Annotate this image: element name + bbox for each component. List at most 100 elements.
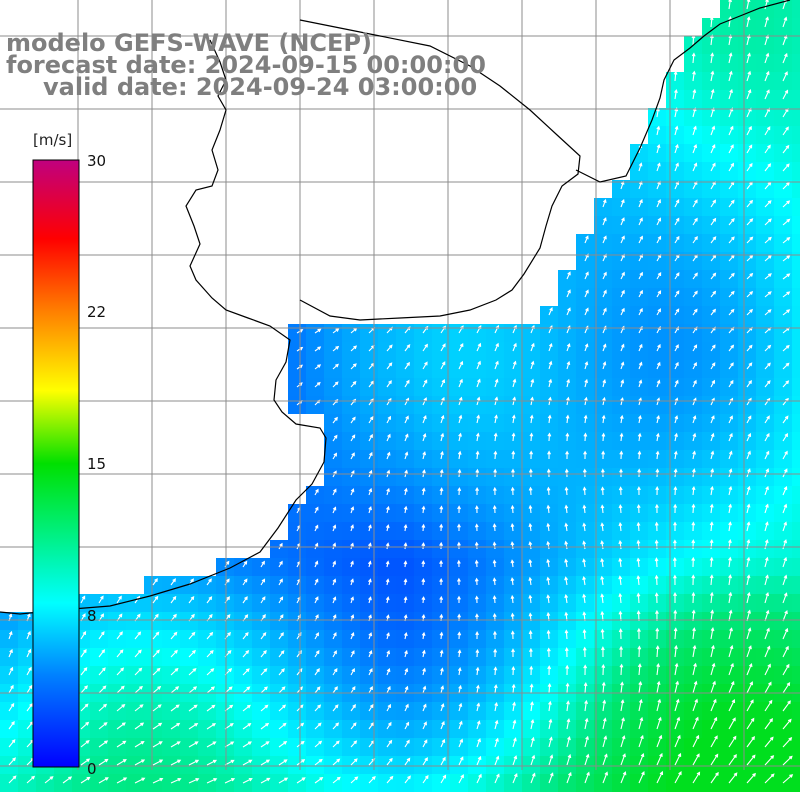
wind-arrow (350, 740, 358, 748)
wind-arrow (764, 521, 769, 532)
wind-arrow (638, 271, 643, 280)
wind-arrow (674, 235, 680, 244)
wind-arrow (619, 663, 624, 676)
wind-arrow (746, 468, 751, 478)
wind-arrow (278, 668, 285, 676)
wind-arrow (386, 344, 393, 352)
wind-arrow (476, 342, 482, 352)
wind-arrow (691, 485, 696, 496)
wind-arrow (458, 414, 463, 424)
wind-arrow (764, 574, 769, 586)
wind-arrow (512, 772, 518, 784)
wind-arrow (602, 198, 607, 208)
wind-arrow (152, 722, 163, 730)
wind-arrow (638, 198, 643, 208)
wind-arrow (188, 668, 197, 676)
wind-arrow (637, 663, 642, 676)
wind-arrow (368, 542, 372, 550)
wind-arrow (782, 485, 788, 496)
wind-arrow (674, 217, 680, 226)
wind-arrow (80, 667, 88, 676)
wind-arrow (583, 664, 588, 676)
wind-arrow (583, 682, 588, 694)
wind-arrow (674, 162, 679, 172)
wind-arrow (476, 755, 482, 766)
wind-arrow (583, 414, 588, 424)
wind-arrow (80, 721, 90, 730)
wind-arrow (188, 649, 196, 658)
wind-arrow (314, 578, 319, 586)
wind-arrow (764, 273, 772, 280)
wind-arrow (584, 307, 589, 316)
wind-arrow (728, 125, 734, 136)
wind-arrow (528, 522, 533, 532)
wind-arrow (710, 379, 715, 388)
wind-arrow (116, 740, 127, 748)
wind-arrow (332, 416, 338, 424)
wind-arrow (403, 631, 408, 640)
wind-arrow (421, 487, 426, 496)
wind-arrow (26, 630, 31, 640)
wind-arrow (242, 650, 250, 658)
wind-arrow (620, 235, 625, 244)
wind-arrow (314, 381, 321, 388)
wind-arrow (782, 627, 789, 640)
wind-cell (792, 774, 800, 792)
wind-arrow (566, 753, 572, 766)
wind-arrow (619, 432, 624, 442)
wind-arrow (439, 487, 444, 496)
wind-arrow (350, 488, 355, 496)
wind-arrow (782, 556, 788, 568)
wind-arrow (638, 307, 643, 316)
wind-arrow (692, 217, 698, 226)
wind-arrow (26, 702, 33, 712)
wind-arrow (764, 16, 769, 28)
wind-arrow (709, 34, 714, 46)
wind-arrow (386, 451, 391, 460)
wind-arrow (638, 414, 642, 424)
wind-arrow (278, 632, 284, 640)
wind-arrow (404, 685, 409, 694)
wind-arrow (674, 716, 681, 730)
wind-arrow (332, 506, 337, 514)
wind-arrow (746, 89, 752, 100)
wind-arrow (116, 722, 126, 730)
wind-arrow (457, 649, 462, 658)
wind-arrow (170, 759, 182, 766)
wind-arrow (728, 609, 733, 622)
wind-arrow (618, 610, 623, 622)
wind-arrow (474, 559, 479, 568)
wind-arrow (564, 558, 569, 568)
wind-arrow (26, 775, 36, 784)
wind-arrow (782, 574, 788, 586)
wind-arrow (746, 362, 753, 370)
wind-arrow (746, 521, 751, 532)
wind-arrow (782, 468, 788, 478)
wind-arrow (782, 718, 792, 730)
wind-arrow (746, 645, 752, 658)
wind-arrow (764, 468, 770, 478)
wind-arrow (746, 199, 754, 208)
wind-arrow (782, 539, 788, 550)
wind-arrow (764, 163, 772, 172)
wind-cell (792, 288, 800, 306)
wind-arrow (566, 735, 571, 748)
wind-cell (792, 234, 800, 252)
wind-arrow (709, 539, 714, 550)
wind-arrow (386, 775, 394, 784)
wind-arrow (692, 70, 696, 82)
wind-arrow (332, 740, 340, 748)
wind-arrow (656, 199, 661, 208)
wind-arrow (474, 523, 479, 532)
wind-arrow (692, 88, 697, 100)
wind-arrow (564, 629, 569, 640)
colorbar-tick: 0 (87, 760, 97, 778)
wind-arrow (332, 758, 341, 766)
wind-arrow (710, 344, 716, 352)
wind-arrow (492, 541, 497, 550)
wind-arrow (618, 592, 623, 604)
wind-arrow (728, 432, 733, 442)
wind-arrow (582, 504, 587, 514)
wind-arrow (782, 309, 791, 316)
wind-arrow (332, 381, 339, 388)
